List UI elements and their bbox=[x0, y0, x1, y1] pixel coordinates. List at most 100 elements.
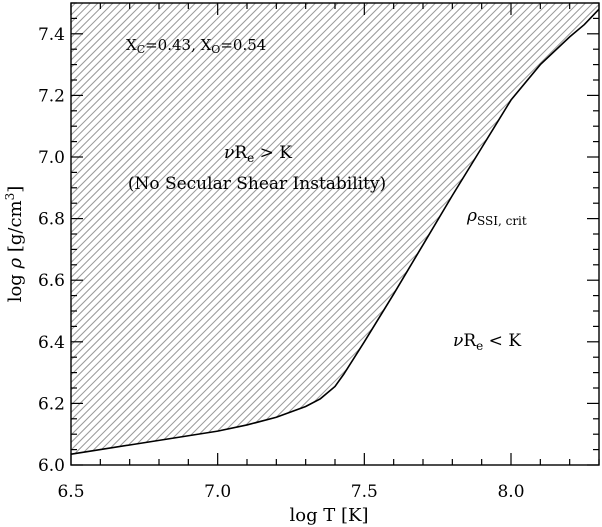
hatch-line bbox=[535, 3, 599, 455]
hatch-line bbox=[71, 3, 509, 455]
y-tick-label: 6.4 bbox=[38, 333, 65, 353]
hatch-line bbox=[71, 3, 592, 455]
hatch-line bbox=[71, 3, 539, 455]
hatch-line bbox=[408, 3, 599, 455]
y-tick-label: 6.0 bbox=[38, 456, 65, 476]
hatch-line bbox=[71, 3, 172, 455]
x-tick-label: 7.0 bbox=[204, 482, 231, 502]
hatch-line bbox=[71, 3, 202, 455]
hatch-line bbox=[71, 3, 584, 455]
hatch-line bbox=[71, 3, 187, 455]
hatch-line bbox=[393, 3, 599, 455]
hatch-line bbox=[71, 3, 457, 455]
hatch-line bbox=[430, 3, 599, 455]
plot-frame bbox=[70, 2, 600, 466]
hatch-line bbox=[71, 3, 247, 455]
hatch-line bbox=[445, 3, 599, 455]
hatch-line bbox=[483, 3, 599, 455]
hatch-line bbox=[340, 3, 599, 455]
hatch-line bbox=[71, 3, 532, 455]
hatch-line bbox=[138, 3, 599, 455]
hatch-line bbox=[228, 3, 599, 455]
hatch-line bbox=[460, 3, 599, 455]
hatch-line bbox=[71, 3, 344, 455]
hatch-line bbox=[573, 3, 599, 455]
hatch-line bbox=[71, 3, 427, 455]
hatch-line bbox=[100, 3, 599, 455]
hatch-line bbox=[115, 3, 599, 455]
hatch-line bbox=[78, 3, 599, 455]
hatch-line bbox=[71, 3, 494, 455]
hatch-line bbox=[475, 3, 599, 455]
hatch-line bbox=[543, 3, 599, 455]
hatch-line bbox=[71, 3, 254, 455]
hatch-line bbox=[93, 3, 599, 455]
hatch-line bbox=[71, 3, 307, 455]
x-tick-label: 6.5 bbox=[57, 482, 84, 502]
hatch-line bbox=[123, 3, 599, 455]
upper-region-condition: νRe > K bbox=[224, 143, 292, 165]
hatch-line bbox=[71, 3, 262, 455]
hatch-line bbox=[71, 3, 562, 455]
y-tick-label: 6.8 bbox=[38, 210, 65, 230]
hatch-line bbox=[385, 3, 599, 455]
hatch-line bbox=[588, 3, 599, 455]
hatch-line bbox=[490, 3, 599, 455]
hatch-line bbox=[71, 3, 464, 455]
hatch-line bbox=[71, 3, 472, 455]
hatch-line bbox=[175, 3, 599, 455]
hatch-line bbox=[498, 3, 599, 455]
hatched-region bbox=[71, 3, 599, 455]
hatch-line bbox=[130, 3, 599, 455]
y-tick-label: 6.2 bbox=[38, 394, 65, 414]
hatch-line bbox=[71, 3, 397, 455]
hatch-line bbox=[71, 3, 419, 455]
hatch-line bbox=[528, 3, 599, 455]
hatch-line bbox=[71, 3, 554, 455]
y-tick-label: 6.6 bbox=[38, 271, 65, 291]
hatch-line bbox=[273, 3, 599, 455]
hatch-line bbox=[71, 3, 292, 455]
hatch-line bbox=[71, 3, 577, 455]
curve-label: ρSSI, crit bbox=[466, 206, 527, 228]
hatch-line bbox=[71, 3, 277, 455]
parameter-annotation: XC=0.43, XO=0.54 bbox=[126, 36, 266, 56]
hatch-line bbox=[325, 3, 599, 455]
hatch-line bbox=[71, 3, 487, 455]
hatch-line bbox=[71, 3, 224, 455]
hatch-line bbox=[550, 3, 599, 455]
hatch-line bbox=[183, 3, 599, 455]
hatch-line bbox=[71, 3, 359, 455]
hatch-line bbox=[310, 3, 599, 455]
hatch-line bbox=[438, 3, 599, 455]
boundary-curve-rho-ssi-crit bbox=[70, 8, 600, 456]
hatch-line bbox=[71, 3, 502, 455]
hatch-line bbox=[558, 3, 599, 455]
x-tick-label: 8.0 bbox=[497, 482, 524, 502]
hatch-line bbox=[71, 3, 517, 455]
hatch-line bbox=[71, 3, 569, 455]
hatch-line bbox=[295, 3, 599, 455]
hatch-line bbox=[71, 3, 337, 455]
hatch-line bbox=[71, 3, 547, 455]
hatch-line bbox=[71, 3, 412, 455]
y-tick-label: 7.0 bbox=[38, 148, 65, 168]
hatch-line bbox=[243, 3, 599, 455]
lower-region-condition: νRe < K bbox=[453, 331, 521, 353]
hatch-line bbox=[71, 3, 329, 455]
hatch-line bbox=[71, 3, 194, 455]
hatch-line bbox=[71, 3, 179, 455]
hatch-line bbox=[108, 3, 599, 455]
hatch-line bbox=[333, 3, 599, 455]
hatch-line bbox=[71, 3, 389, 455]
y-tick-label: 7.2 bbox=[38, 86, 65, 106]
hatch-line bbox=[565, 3, 599, 455]
axis-ticks bbox=[70, 2, 600, 466]
hatch-line bbox=[71, 3, 322, 455]
x-tick-labels: 6.5 7.0 7.5 8.0 bbox=[57, 482, 524, 502]
hatch-line bbox=[71, 3, 382, 455]
hatch-line bbox=[71, 3, 299, 455]
hatch-line bbox=[71, 3, 209, 455]
x-axis-title: log T [K] bbox=[289, 505, 368, 526]
